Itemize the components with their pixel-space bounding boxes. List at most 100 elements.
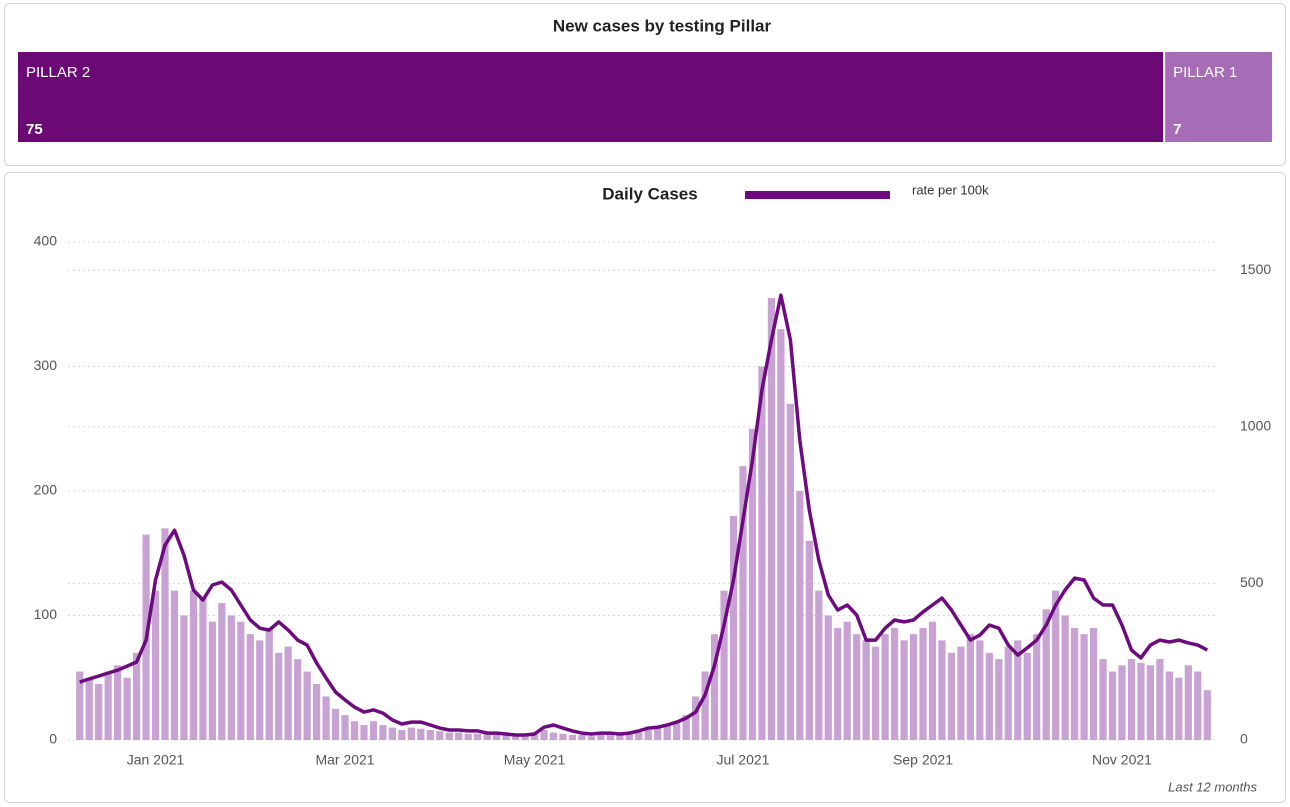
bar: [95, 683, 103, 740]
bar: [341, 715, 349, 740]
bar: [1184, 665, 1192, 740]
bar: [123, 677, 131, 740]
bar: [521, 735, 529, 740]
bar: [654, 727, 662, 740]
bar: [729, 515, 738, 740]
bar: [502, 735, 510, 740]
x-tick-label: Jul 2021: [717, 752, 770, 768]
bar: [1080, 634, 1088, 740]
pillar-name: PILLAR 2: [26, 64, 90, 81]
bar: [786, 403, 794, 740]
bar: [85, 677, 93, 740]
y-tick-label: 0: [49, 731, 57, 747]
bar: [417, 728, 425, 740]
y-tick-label: 300: [34, 357, 58, 373]
bar: [483, 733, 491, 740]
bar: [1127, 659, 1136, 740]
bar: [511, 735, 520, 740]
bar: [692, 696, 700, 740]
bar: [1165, 671, 1173, 740]
bar: [1099, 659, 1107, 740]
bar: [464, 733, 472, 740]
bar: [796, 491, 804, 740]
bar: [151, 590, 160, 740]
bar: [1089, 627, 1098, 740]
bar: [909, 634, 918, 740]
bar: [540, 730, 548, 740]
bar: [227, 615, 235, 740]
x-tick-label: May 2021: [504, 752, 566, 768]
bar: [1023, 652, 1031, 740]
bar: [1156, 659, 1164, 740]
x-tick-label: Nov 2021: [1092, 752, 1152, 768]
y2-tick-label: 1500: [1240, 261, 1271, 277]
bar: [616, 735, 624, 740]
bar: [445, 732, 453, 740]
bar: [493, 735, 501, 740]
bar: [1071, 627, 1079, 740]
y-tick-label: 200: [34, 482, 58, 498]
bar: [1004, 646, 1012, 740]
bar: [587, 736, 595, 740]
bar: [862, 640, 870, 740]
bar: [104, 671, 112, 740]
bar: [635, 732, 643, 740]
bar: [900, 640, 908, 740]
bar: [1175, 677, 1183, 740]
legend-label: Daily Cases: [602, 184, 697, 203]
bar: [843, 621, 851, 740]
panel-title: New cases by testing Pillar: [553, 16, 772, 35]
pillar-segment: [18, 52, 1164, 142]
bar: [824, 615, 832, 740]
line: [79, 293, 1209, 737]
bar: [350, 721, 359, 740]
bar: [682, 715, 690, 740]
legend-label: rate per 100k: [912, 182, 989, 197]
bar: [720, 590, 728, 740]
bar: [673, 721, 681, 740]
x-tick-label: Sep 2021: [893, 752, 953, 768]
bar: [938, 640, 946, 740]
bar: [313, 683, 321, 740]
bar: [881, 634, 889, 740]
bar: [256, 640, 264, 740]
bar: [265, 627, 273, 740]
bar: [976, 640, 984, 740]
bar: [1118, 665, 1126, 740]
bar: [199, 596, 207, 740]
bar: [284, 646, 292, 740]
pillar-name: PILLAR 1: [1173, 64, 1237, 81]
bar: [322, 696, 330, 740]
bar: [597, 735, 605, 740]
bar: [275, 652, 283, 740]
bar: [360, 725, 368, 740]
bar: [379, 725, 387, 740]
bar: [995, 659, 1003, 740]
bar: [578, 735, 586, 740]
bar: [815, 590, 823, 740]
bar: [1203, 690, 1211, 740]
bar: [303, 671, 311, 740]
bar: [568, 735, 577, 740]
daily-panel: [4, 172, 1286, 803]
y-tick-label: 100: [34, 606, 58, 622]
bar: [1052, 590, 1060, 740]
bar: [218, 603, 226, 740]
bar: [957, 646, 965, 740]
bar: [114, 665, 122, 740]
bar: [758, 366, 766, 740]
bar: [549, 732, 558, 740]
bar: [1146, 665, 1155, 740]
bar: [1014, 640, 1022, 740]
bar: [966, 634, 974, 740]
bar: [805, 540, 813, 740]
bar: [872, 646, 880, 740]
bar: [748, 428, 757, 740]
bar: [919, 627, 927, 740]
bar: [834, 627, 842, 740]
bar: [180, 615, 188, 740]
y2-tick-label: 1000: [1240, 417, 1271, 433]
bar: [237, 621, 245, 740]
